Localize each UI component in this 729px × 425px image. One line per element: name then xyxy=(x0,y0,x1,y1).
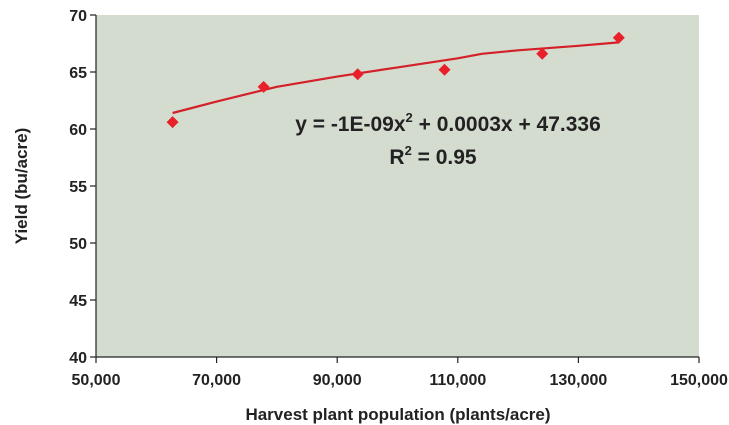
r-squared-label: R2 = 0.95 xyxy=(389,143,477,169)
y-axis-title: Yield (bu/acre) xyxy=(12,128,31,245)
y-tick-label: 50 xyxy=(69,236,87,253)
data-point-diamond xyxy=(166,116,179,129)
data-point-diamond xyxy=(536,47,549,60)
data-point-diamond xyxy=(438,63,451,76)
data-point-diamond xyxy=(257,80,270,93)
trendline-path xyxy=(172,41,619,115)
y-tick-label: 40 xyxy=(69,350,87,367)
x-tick-label: 90,000 xyxy=(313,372,362,389)
x-axis-title: Harvest plant population (plants/acre) xyxy=(245,405,550,424)
data-point-diamond xyxy=(351,68,364,81)
y-tick-label: 70 xyxy=(69,8,87,25)
y-tick-label: 65 xyxy=(69,65,87,82)
x-tick-label: 50,000 xyxy=(72,372,121,389)
y-tick-label: 55 xyxy=(69,179,87,196)
data-points xyxy=(166,31,625,129)
x-tick-label: 70,000 xyxy=(192,372,241,389)
trendline xyxy=(172,41,619,115)
y-tick-label: 60 xyxy=(69,122,87,139)
x-tick-label: 150,000 xyxy=(670,372,728,389)
plot-area xyxy=(96,15,699,357)
x-tick-label: 130,000 xyxy=(549,372,607,389)
y-tick-label: 45 xyxy=(69,293,87,310)
trendline-equation: y = -1E-09x2 + 0.0003x + 47.336 xyxy=(295,110,601,136)
x-tick-label: 110,000 xyxy=(429,372,486,389)
data-point-diamond xyxy=(612,31,625,44)
axes: 40 45 50 55 60 65 70 50,000 70,000 90,000 110,000 1… xyxy=(69,8,728,389)
